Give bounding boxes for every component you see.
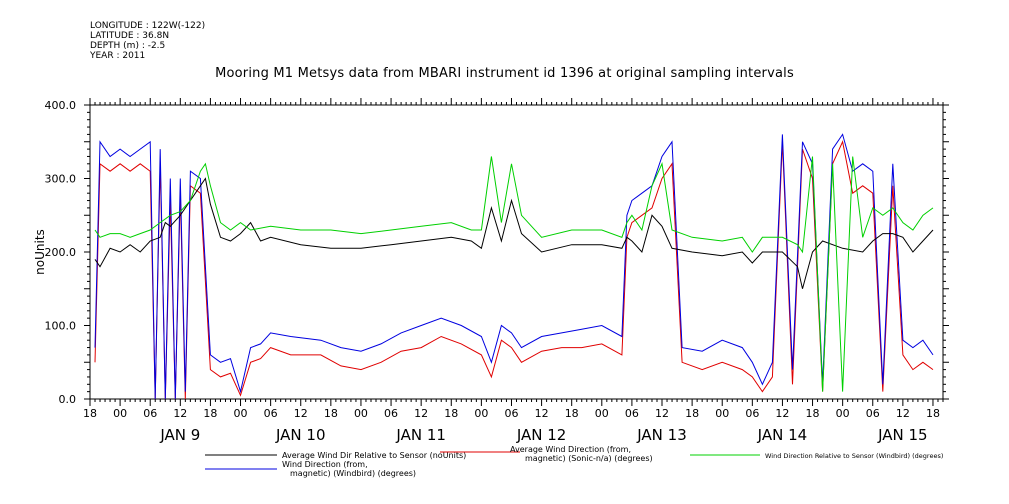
legend-label-3: Wind Direction (from, bbox=[282, 460, 368, 469]
legend-label-0: Average Wind Dir Relative to Sensor (noU… bbox=[282, 451, 466, 460]
legend-label-2: Wind Direction Relative to Sensor (Windb… bbox=[765, 452, 943, 460]
legend-label-1: magnetic) (Sonic-n/a) (degrees) bbox=[525, 454, 653, 463]
metadata-block: LONGITUDE : 122W(-122) LATITUDE : 36.8N … bbox=[90, 21, 205, 61]
x-tick-label: 12 bbox=[535, 407, 549, 420]
y-tick-labels: 0.0 100.0 200.0 300.0 400.0 bbox=[45, 99, 77, 406]
x-day-label: JAN 14 bbox=[757, 426, 808, 444]
x-tick-label: 00 bbox=[474, 407, 488, 420]
y-tick-label: 0.0 bbox=[59, 393, 77, 406]
x-tick-label: 06 bbox=[625, 407, 639, 420]
x-tick-label: 00 bbox=[836, 407, 850, 420]
x-tick-label: 18 bbox=[324, 407, 338, 420]
series-line-2 bbox=[94, 156, 934, 392]
x-tick-label: 06 bbox=[745, 407, 759, 420]
x-tick-label: 06 bbox=[143, 407, 157, 420]
x-day-label: JAN 10 bbox=[275, 426, 326, 444]
x-tick-label: 06 bbox=[264, 407, 278, 420]
x-tick-label: 12 bbox=[173, 407, 187, 420]
y-axis-label: noUnits bbox=[33, 229, 47, 275]
legend-label-1: Average Wind Direction (from, bbox=[510, 445, 631, 454]
x-tick-label: 18 bbox=[685, 407, 699, 420]
y-tick-label: 400.0 bbox=[45, 99, 77, 112]
x-day-label: JAN 9 bbox=[159, 426, 200, 444]
x-day-label: JAN 13 bbox=[636, 426, 687, 444]
latitude-label: LATITUDE : 36.8N bbox=[90, 31, 170, 41]
x-tick-label: 00 bbox=[234, 407, 248, 420]
x-tick-label: 06 bbox=[504, 407, 518, 420]
longitude-label: LONGITUDE : 122W(-122) bbox=[90, 21, 206, 31]
x-tick-label: 12 bbox=[896, 407, 910, 420]
x-tick-label: 06 bbox=[384, 407, 398, 420]
y-tick-label: 100.0 bbox=[45, 320, 77, 333]
x-tick-label: 00 bbox=[595, 407, 609, 420]
x-tick-label: 06 bbox=[866, 407, 880, 420]
x-tick-label: 00 bbox=[354, 407, 368, 420]
chart-title: Mooring M1 Metsys data from MBARI instru… bbox=[215, 66, 794, 81]
x-tick-label: 12 bbox=[294, 407, 308, 420]
x-tick-label: 18 bbox=[83, 407, 97, 420]
x-tick-label: 18 bbox=[926, 407, 940, 420]
depth-label: DEPTH (m) : -2.5 bbox=[90, 41, 166, 51]
x-tick-label: 18 bbox=[203, 407, 217, 420]
x-tick-label: 18 bbox=[565, 407, 579, 420]
x-tick-labels: 18 00 06 12 18 00 06 12 18 00 06 12 18 00 06 12 18 00 06 12… bbox=[83, 407, 940, 444]
x-tick-label: 18 bbox=[444, 407, 458, 420]
x-day-label: JAN 12 bbox=[516, 426, 567, 444]
legend-label-3: magnetic) (Windbird) (degrees) bbox=[290, 469, 416, 478]
x-tick-label: 12 bbox=[414, 407, 428, 420]
legend: Average Wind Dir Relative to Sensor (noU… bbox=[205, 445, 943, 478]
x-tick-label: 00 bbox=[113, 407, 127, 420]
axis-ticks bbox=[84, 98, 949, 406]
x-tick-label: 00 bbox=[715, 407, 729, 420]
x-tick-label: 12 bbox=[775, 407, 789, 420]
x-day-label: JAN 11 bbox=[395, 426, 446, 444]
x-day-label: JAN 15 bbox=[877, 426, 928, 444]
y-tick-label: 200.0 bbox=[45, 246, 77, 259]
x-tick-label: 12 bbox=[655, 407, 669, 420]
series-line-0 bbox=[94, 177, 934, 289]
y-tick-label: 300.0 bbox=[45, 173, 77, 186]
x-tick-label: 18 bbox=[806, 407, 820, 420]
year-label: YEAR : 2011 bbox=[90, 51, 146, 61]
series-group bbox=[94, 133, 934, 400]
